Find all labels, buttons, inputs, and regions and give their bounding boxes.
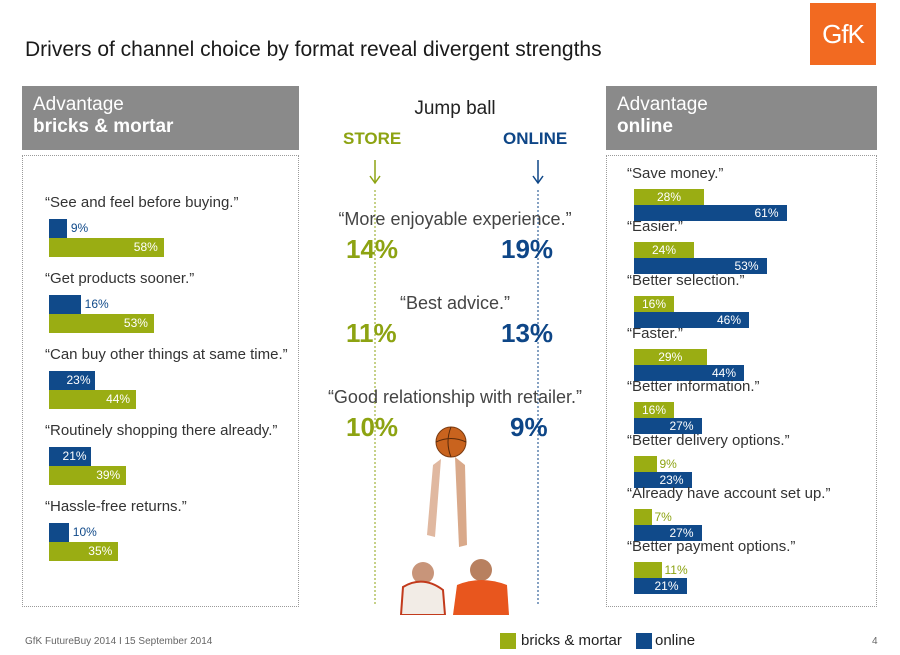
- bar-bricks-mortar: [634, 455, 657, 472]
- jump-item-store-pct: 10%: [346, 412, 399, 442]
- category-label: “Better delivery options.”: [627, 431, 790, 449]
- bar-online: 44%: [634, 364, 744, 381]
- category-label: “Better payment options.”: [627, 538, 796, 556]
- divider-lines: [369, 160, 544, 605]
- bar-bricks-mortar: [634, 562, 662, 579]
- jump-item-online-pct: 13%: [501, 318, 554, 348]
- bar-bricks-mortar: 24%: [634, 242, 694, 259]
- category-label: “Hassle-free returns.”: [45, 498, 187, 515]
- data-label-bricks-mortar: 7%: [654, 509, 672, 524]
- data-label-online: 16%: [84, 297, 109, 311]
- bar-online-with-label: 21%: [49, 447, 91, 466]
- bar-online: 21%: [634, 578, 687, 595]
- jump-item-label: “Best advice.”: [399, 293, 511, 313]
- bar-bricks-mortar: [634, 508, 652, 525]
- category-label: “Already have account set up.”: [627, 484, 831, 502]
- data-label-bricks-mortar: 9%: [659, 456, 677, 471]
- data-label-online: 9%: [70, 221, 89, 235]
- right-panel-header: Advantage online: [606, 86, 877, 150]
- left-panel-line1: Advantage: [33, 94, 124, 115]
- bar-bricks-mortar: 53%: [49, 314, 154, 333]
- category-label: “See and feel before buying.”: [45, 194, 239, 211]
- bar-online: [49, 295, 81, 314]
- basketball-players-image: [399, 426, 509, 615]
- page-number: 4: [872, 636, 878, 647]
- legend-swatch-online: [636, 633, 652, 649]
- data-label-online: 10%: [72, 525, 97, 539]
- online-label: ONLINE: [503, 129, 568, 148]
- page-title: Drivers of channel choice by format reve…: [25, 38, 602, 61]
- category-label: “Can buy other things at same time.”: [45, 346, 288, 363]
- jump-ball-heading: Jump ball: [414, 98, 496, 119]
- bar-bricks-mortar: 44%: [49, 390, 137, 409]
- right-panel-chart: “Save money.” 28% 61% “Easier.” 24% 53% “Bette…: [606, 155, 877, 607]
- bar-bricks-mortar: 16%: [634, 402, 674, 419]
- legend-label-online: online: [655, 632, 696, 649]
- category-label: “Faster.”: [627, 324, 683, 342]
- bar-bricks-mortar: 39%: [49, 466, 127, 485]
- right-panel-line1: Advantage: [617, 94, 708, 115]
- legend-label-bricks: bricks & mortar: [521, 632, 622, 649]
- store-arrow: [369, 160, 381, 185]
- bar-online-with-label: 23%: [49, 371, 95, 390]
- jump-item-online-pct: 19%: [501, 234, 554, 264]
- bar-online: [49, 523, 69, 542]
- left-panel-line2: bricks & mortar: [33, 116, 174, 137]
- bar-bricks-mortar: 16%: [634, 295, 674, 312]
- gfk-logo: GfK: [810, 3, 876, 65]
- right-panel-line2: online: [617, 116, 673, 137]
- bar-online: 27%: [634, 524, 702, 541]
- bar-online: 23%: [634, 471, 692, 488]
- category-label: “Routinely shopping there already.”: [45, 422, 278, 439]
- jump-item-store-pct: 14%: [346, 234, 399, 264]
- bar-online: 61%: [634, 205, 787, 221]
- store-label: STORE: [343, 129, 402, 148]
- bar-bricks-mortar: 29%: [634, 348, 707, 365]
- jump-item-label: “Good relationship with retailer.”: [327, 387, 583, 407]
- jump-item-store-pct: 11%: [346, 318, 397, 348]
- online-arrow: [532, 160, 544, 185]
- jump-item-online-pct: 9%: [510, 412, 548, 442]
- bar-bricks-mortar: 28%: [634, 189, 704, 205]
- category-label: “Save money.”: [627, 165, 724, 182]
- legend-swatch-bricks: [500, 633, 516, 649]
- category-label: “Get products sooner.”: [45, 270, 195, 287]
- bar-online: [49, 219, 67, 238]
- bar-online: 46%: [634, 311, 749, 328]
- bar-bricks-mortar: 35%: [49, 542, 119, 561]
- jump-item-label: “More enjoyable experience.”: [338, 209, 572, 229]
- category-label: “Better information.”: [627, 378, 760, 396]
- left-panel-header: Advantage bricks & mortar: [22, 86, 299, 150]
- left-panel-chart: “See and feel before buying.” 9% 58% “Get p…: [22, 155, 299, 607]
- bar-online: 27%: [634, 418, 702, 435]
- bar-bricks-mortar: 58%: [49, 238, 164, 257]
- data-label-bricks-mortar: 11%: [664, 563, 688, 578]
- category-label: “Easier.”: [627, 218, 683, 236]
- bar-online: 53%: [634, 258, 767, 275]
- category-label: “Better selection.”: [627, 271, 745, 289]
- footer-source: GfK FutureBuy 2014 I 15 September 2014: [25, 636, 213, 647]
